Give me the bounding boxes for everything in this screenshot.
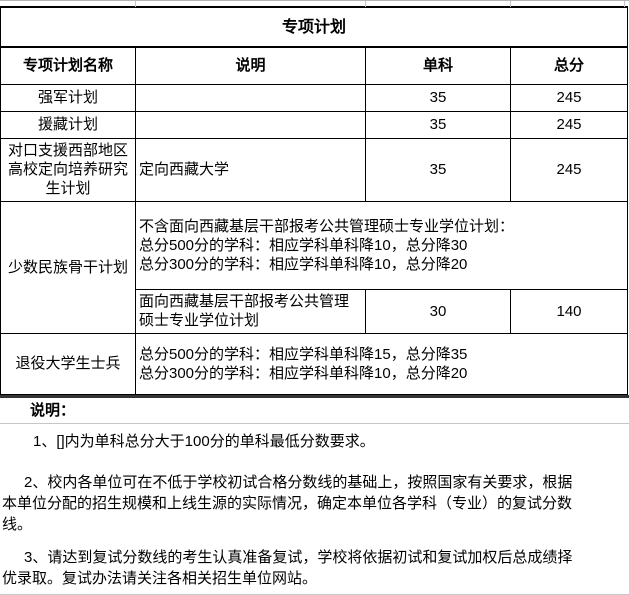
grid-line <box>135 1 136 7</box>
header-plan-name: 专项计划名称 <box>0 46 136 85</box>
plan-name-cell: 退役大学生士兵 <box>0 332 136 395</box>
plan-name-cell: 少数民族骨干计划 <box>0 200 136 334</box>
plan-name-cell: 援藏计划 <box>0 110 136 139</box>
partial-row-above-table <box>0 0 629 7</box>
table-row: 少数民族骨干计划 不含面向西藏基层干部报考公共管理硕士专业学位计划： 总分500… <box>0 200 629 334</box>
table-row: 强军计划 35 245 <box>0 83 629 112</box>
header-description: 说明 <box>135 46 366 85</box>
table-title-row: 专项计划 <box>0 6 629 48</box>
table-row: 对口支援西部地区 高校定向培养研究 生计划 定向西藏大学 35 245 <box>0 137 629 202</box>
grid-line <box>365 1 366 7</box>
plan-name-cell: 对口支援西部地区 高校定向培养研究 生计划 <box>0 137 136 202</box>
single-score-cell: 35 <box>365 137 511 202</box>
desc-cell <box>135 110 366 139</box>
single-score-cell: 30 <box>365 288 511 334</box>
single-score-cell: 35 <box>365 110 511 139</box>
total-score-cell: 140 <box>509 288 629 334</box>
header-single-score: 单科 <box>365 46 511 85</box>
desc-cell: 总分500分的学科：相应学科单科降15，总分降35 总分300分的学科：相应学科… <box>134 332 629 395</box>
notes-section: 说明： 1、[]内为单科总分大于100分的单科最低分数要求。 2、校内各单位可在… <box>0 402 629 589</box>
grid-line <box>510 1 511 7</box>
notes-heading: 说明： <box>30 401 76 419</box>
special-plan-score-table: 专项计划 专项计划名称 说明 单科 总分 强军计划 35 245 援藏计划 35… <box>0 6 629 395</box>
table-bottom-rule <box>0 394 629 398</box>
table-row: 面向西藏基层干部报考公共管理 硕士专业学位计划 30 140 <box>1 288 629 334</box>
total-score-cell: 245 <box>509 110 629 139</box>
total-score-cell: 245 <box>509 83 629 112</box>
desc-cell: 定向西藏大学 <box>135 137 366 202</box>
note-item-3: 3、请达到复试分数线的考生认真准备复试，学校将依据初试和复试加权后总成绩择 优录… <box>2 548 573 587</box>
table-row: 援藏计划 35 245 <box>0 110 629 139</box>
table-header-row: 专项计划名称 说明 单科 总分 <box>0 46 629 85</box>
notes-separator-line <box>0 422 629 424</box>
header-total-score: 总分 <box>509 46 629 85</box>
desc-cell: 面向西藏基层干部报考公共管理 硕士专业学位计划 <box>135 288 366 334</box>
table-row: 退役大学生士兵 总分500分的学科：相应学科单科降15，总分降35 总分300分… <box>0 332 629 395</box>
note-item-1: 1、[]内为单科总分大于100分的单科最低分数要求。 <box>33 432 375 450</box>
desc-cell: 不含面向西藏基层干部报考公共管理硕士专业学位计划： 总分500分的学科：相应学科… <box>134 200 629 290</box>
single-score-cell: 35 <box>365 83 511 112</box>
plan-name-cell: 强军计划 <box>0 83 136 112</box>
desc-cell <box>135 83 366 112</box>
table-title: 专项计划 <box>0 6 629 48</box>
note-item-2: 2、校内各单位可在不低于学校初试合格分数线的基础上，按照国家有关要求，根据 本单… <box>2 473 573 533</box>
grid-line <box>624 1 625 7</box>
total-score-cell: 245 <box>509 137 629 202</box>
